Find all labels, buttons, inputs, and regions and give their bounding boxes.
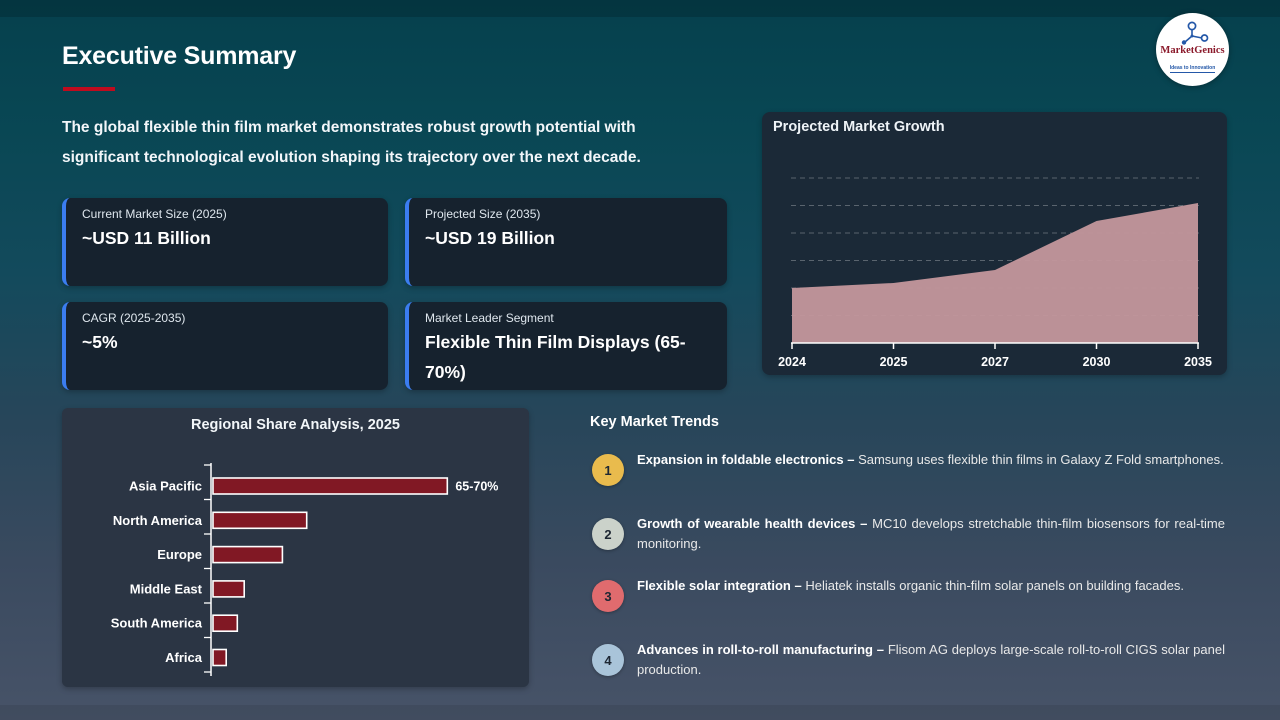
intro-paragraph: The global flexible thin film market dem… bbox=[62, 119, 641, 166]
logo-brand-text: MarketGenics bbox=[1160, 45, 1225, 56]
bar bbox=[212, 580, 246, 598]
x-tick-label: 2027 bbox=[981, 355, 1009, 369]
key-market-trends-heading: Key Market Trends bbox=[590, 414, 719, 430]
stat-label: Market Leader Segment bbox=[425, 311, 554, 325]
trend-item-2: 2 Growth of wearable health devices – MC… bbox=[590, 514, 1226, 553]
regional-chart-title: Regional Share Analysis, 2025 bbox=[190, 417, 400, 433]
trend-description: Samsung uses flexible thin films in Gala… bbox=[858, 452, 1224, 467]
x-tick-label: 2030 bbox=[1083, 355, 1111, 369]
stat-card-projected-size: Projected Size (2035) ~USD 19 Billion bbox=[405, 198, 727, 286]
title-underline bbox=[63, 87, 115, 91]
trend-text: Growth of wearable health devices – MC10… bbox=[637, 514, 1225, 553]
trend-lead: Expansion in foldable electronics – bbox=[637, 452, 855, 467]
bar bbox=[212, 545, 284, 564]
x-tick-label: 2035 bbox=[1184, 355, 1212, 369]
page-title: Executive Summary bbox=[62, 42, 297, 70]
stat-value: ~USD 19 Billion bbox=[425, 228, 555, 248]
trend-text: Advances in roll-to-roll manufacturing –… bbox=[637, 640, 1225, 679]
trend-lead: Flexible solar integration – bbox=[637, 578, 802, 593]
stat-value: ~USD 11 Billion bbox=[82, 228, 211, 248]
regional-bar-chart: Asia Pacific 65-70% North America Europe Mid… bbox=[111, 463, 498, 676]
trend-text: Expansion in foldable electronics – Sams… bbox=[637, 450, 1225, 470]
marketgenics-logo: MarketGenics Ideas to Innovation bbox=[1156, 13, 1229, 86]
trend-lead: Advances in roll-to-roll manufacturing – bbox=[637, 642, 885, 657]
area-series bbox=[792, 203, 1198, 343]
top-accent-strip bbox=[0, 0, 1280, 17]
category-label: North America bbox=[113, 513, 203, 528]
molecule-icon bbox=[1181, 21, 1208, 45]
trend-item-1: 1 Expansion in foldable electronics – Sa… bbox=[590, 450, 1226, 486]
trend-description: Flisom AG deploys large-scale roll-to-ro… bbox=[637, 642, 1225, 677]
stat-card-cagr: CAGR (2025-2035) ~5% bbox=[62, 302, 388, 390]
trend-number-badge: 4 bbox=[592, 644, 624, 676]
regional-share-panel: Regional Share Analysis, 2025 Asia Pacif… bbox=[62, 408, 529, 687]
category-label: Middle East bbox=[130, 581, 203, 596]
x-tick-label: 2024 bbox=[778, 355, 806, 369]
bar bbox=[212, 477, 449, 495]
bar bbox=[212, 648, 227, 667]
x-tick-label: 2025 bbox=[880, 355, 908, 369]
trend-number-badge: 1 bbox=[592, 454, 624, 486]
category-label: Asia Pacific bbox=[129, 479, 202, 494]
trend-description: MC10 develops stretchable thin-film bios… bbox=[637, 516, 1225, 551]
category-label: Africa bbox=[165, 650, 203, 665]
stat-label: CAGR (2025-2035) bbox=[82, 311, 186, 325]
growth-area-chart: 2024 2025 2027 2030 2035 bbox=[778, 177, 1212, 369]
logo-tagline-text: Ideas to Innovation bbox=[1169, 65, 1216, 73]
stat-label: Current Market Size (2025) bbox=[82, 207, 227, 221]
projected-market-growth-panel: Projected Market Growth 2024 2025 2027 2030… bbox=[762, 112, 1227, 375]
category-label: Europe bbox=[157, 547, 202, 562]
bar bbox=[212, 614, 239, 632]
stat-label: Projected Size (2035) bbox=[425, 207, 541, 221]
bar-data-label: 65-70% bbox=[455, 480, 498, 494]
trend-number-badge: 3 bbox=[592, 580, 624, 612]
trend-text: Flexible solar integration – Heliatek in… bbox=[637, 576, 1225, 596]
stat-value: Flexible Thin Film Displays (65-70%) bbox=[425, 332, 686, 382]
trend-number-badge: 2 bbox=[592, 518, 624, 550]
growth-chart-title: Projected Market Growth bbox=[773, 119, 945, 135]
trend-item-3: 3 Flexible solar integration – Heliatek … bbox=[590, 576, 1226, 612]
stat-value: ~5% bbox=[82, 332, 118, 352]
trend-item-4: 4 Advances in roll-to-roll manufacturing… bbox=[590, 640, 1226, 679]
category-label: South America bbox=[111, 616, 203, 631]
trend-description: Heliatek installs organic thin-film sola… bbox=[805, 578, 1184, 593]
stat-card-market-leader: Market Leader Segment Flexible Thin Film… bbox=[405, 302, 727, 390]
stat-card-current-market-size: Current Market Size (2025) ~USD 11 Billi… bbox=[62, 198, 388, 286]
trend-lead: Growth of wearable health devices – bbox=[637, 516, 868, 531]
bottom-accent-strip bbox=[0, 705, 1280, 720]
bar bbox=[212, 511, 308, 530]
